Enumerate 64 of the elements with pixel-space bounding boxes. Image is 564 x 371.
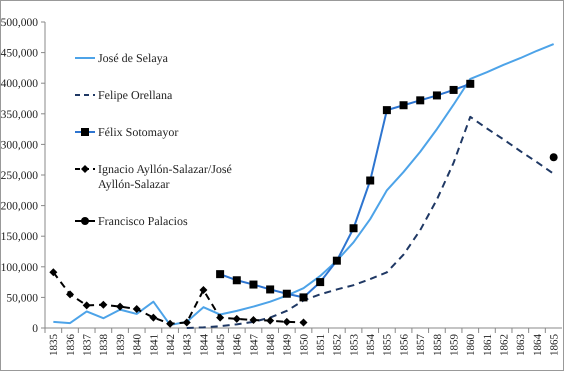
x-tick-label: 1851 [315,334,328,356]
x-tick-label: 1839 [114,334,127,356]
x-tick-label: 1844 [198,334,210,356]
x-tick-label: 1845 [214,334,227,356]
y-tick-label: 200,000 [0,200,38,213]
x-tick-label: 1837 [82,334,94,356]
x-tick-label: 1850 [298,334,310,356]
x-tick-label: 1862 [498,334,510,356]
x-tick-label: 1840 [132,334,144,356]
legend-label: Felipe Orellana [98,88,173,102]
x-tick-label: 1847 [248,334,260,356]
y-tick-label: 350,000 [0,108,38,121]
y-tick-label: 50,000 [6,292,38,304]
legend-label: Ignacio Ayllón-Salazar/José Ayllón-Salazar [98,162,232,192]
y-tick-label: 150,000 [0,231,38,244]
point [132,305,141,314]
y-tick-label: 450,000 [0,48,38,60]
x-tick-label: 1853 [348,334,360,356]
point [282,318,291,326]
point [550,153,558,162]
x-tick-label: 1861 [482,334,494,356]
legend-label: Francisco Palacios [98,214,188,228]
x-tick-label: 1836 [64,334,77,356]
legend-label: Félix Sotomayor [98,125,178,140]
y-tick-label: 250,000 [0,170,38,182]
point [82,301,91,310]
x-tick-label: 1848 [264,334,277,356]
point [300,318,308,326]
y-tick-label: 100,000 [0,262,38,274]
x-tick-label: 1835 [48,334,60,356]
point [166,320,174,328]
y-tick-label: 500,000 [0,17,38,30]
x-tick-label: 1860 [465,334,478,356]
point [149,314,158,322]
point [199,286,208,294]
x-tick-label: 1852 [332,334,344,356]
point [182,318,191,326]
point [266,316,274,325]
x-tick-label: 1842 [164,334,177,356]
x-tick-label: 1864 [532,334,544,356]
legend-label: José de Selaya [98,51,169,66]
point [232,314,241,323]
y-tick-label: 0 [32,323,38,336]
y-tick-label: 300,000 [0,139,38,152]
x-tick-label: 1849 [282,334,294,356]
point [216,314,224,322]
x-tick-label: 1838 [98,334,110,356]
point [99,300,108,309]
x-tick-label: 1841 [148,334,160,356]
x-tick-label: 1854 [365,334,378,356]
x-tick-label: 1865 [548,334,561,356]
x-tick-label: 1858 [432,334,444,356]
x-tick-label: 1856 [398,334,410,356]
point [66,290,74,298]
x-tick-label: 1855 [382,334,394,356]
point [249,316,258,324]
x-tick-label: 1857 [415,334,428,356]
y-tick-label: 400,000 [0,78,38,90]
x-tick-label: 1859 [448,334,460,356]
x-tick-label: 1843 [182,334,194,356]
point [116,302,124,311]
x-tick-label: 1846 [232,334,244,356]
x-tick-label: 1863 [515,334,528,356]
point [49,268,58,276]
